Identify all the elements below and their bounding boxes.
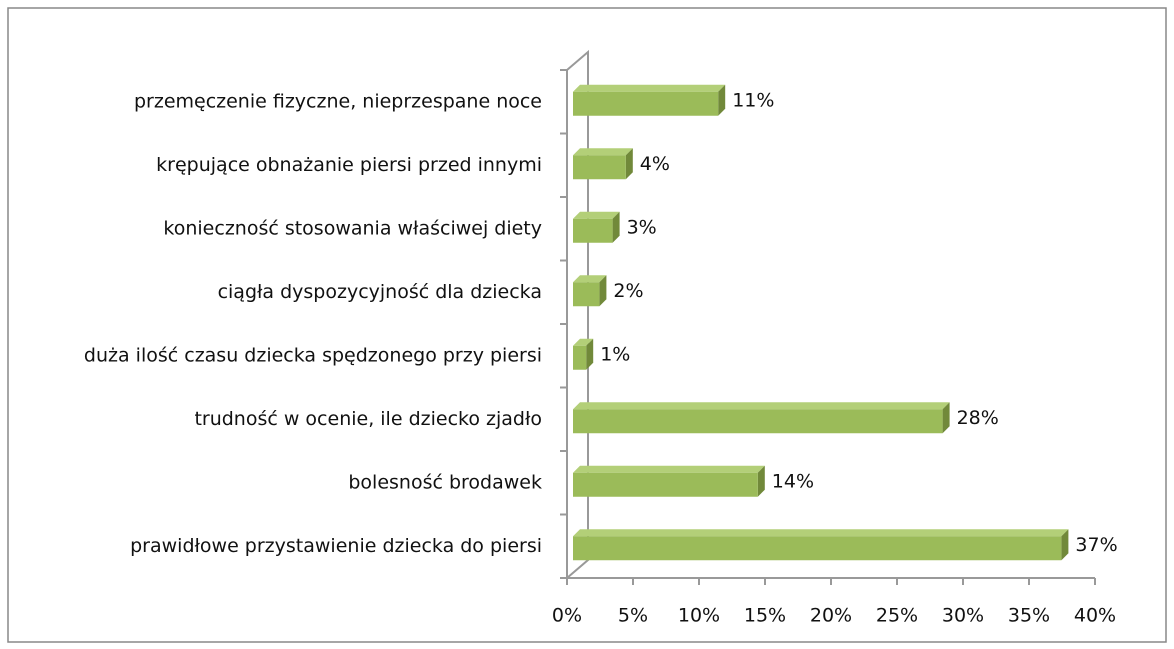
x-tick-label: 20% <box>810 605 852 627</box>
y-tick-label: krępujące obnażanie piersi przed innymi <box>156 154 542 176</box>
bar-top <box>573 275 607 283</box>
x-tick-label: 25% <box>876 605 918 627</box>
data-label: 14% <box>772 470 814 492</box>
bar <box>573 536 1062 561</box>
x-tick-label: 15% <box>744 605 786 627</box>
bar <box>573 91 719 116</box>
bar <box>573 472 758 497</box>
x-tick-label: 35% <box>1008 605 1050 627</box>
bar <box>573 155 626 180</box>
x-tick-label: 5% <box>618 605 648 627</box>
y-tick-label: duża ilość czasu dziecka spędzonego przy… <box>84 344 542 366</box>
y-tick-label: konieczność stosowania właściwej diety <box>163 217 542 239</box>
y-tick-label: ciągła dyspozycyjność dla dziecka <box>218 281 542 303</box>
x-tick-label: 30% <box>942 605 984 627</box>
bar-side <box>942 402 950 434</box>
bar-top <box>573 402 950 410</box>
data-label: 1% <box>600 343 630 365</box>
data-label: 3% <box>627 216 657 238</box>
data-label: 37% <box>1075 534 1117 556</box>
bar <box>573 345 587 370</box>
bar-top <box>573 84 726 92</box>
bar-side <box>586 338 594 370</box>
bar-side <box>599 275 607 307</box>
y-tick-label: przemęczenie fizyczne, nieprzespane noce <box>134 90 542 112</box>
y-tick-label: bolesność brodawek <box>348 471 542 493</box>
bar-side <box>718 84 726 116</box>
data-label: 2% <box>613 280 643 302</box>
bar <box>573 218 613 243</box>
bar-top <box>573 529 1069 537</box>
bar-side <box>1061 529 1069 561</box>
bar <box>573 282 600 307</box>
bar-side <box>757 465 765 497</box>
bar-top <box>573 338 594 346</box>
y-tick-label: trudność w ocenie, ile dziecko zjadło <box>194 408 542 430</box>
x-tick-label: 10% <box>678 605 720 627</box>
bar-side <box>612 211 620 243</box>
y-tick-label: prawidłowe przystawienie dziecka do pier… <box>130 535 542 557</box>
bar-side <box>625 148 633 180</box>
data-label: 11% <box>732 89 774 111</box>
x-tick-label: 40% <box>1074 605 1116 627</box>
bar-top <box>573 211 620 219</box>
data-label: 4% <box>640 153 670 175</box>
data-label: 28% <box>957 407 999 429</box>
bar-top <box>573 148 633 156</box>
bar-top <box>573 465 765 473</box>
x-tick-label: 0% <box>552 605 582 627</box>
bar <box>573 409 943 434</box>
